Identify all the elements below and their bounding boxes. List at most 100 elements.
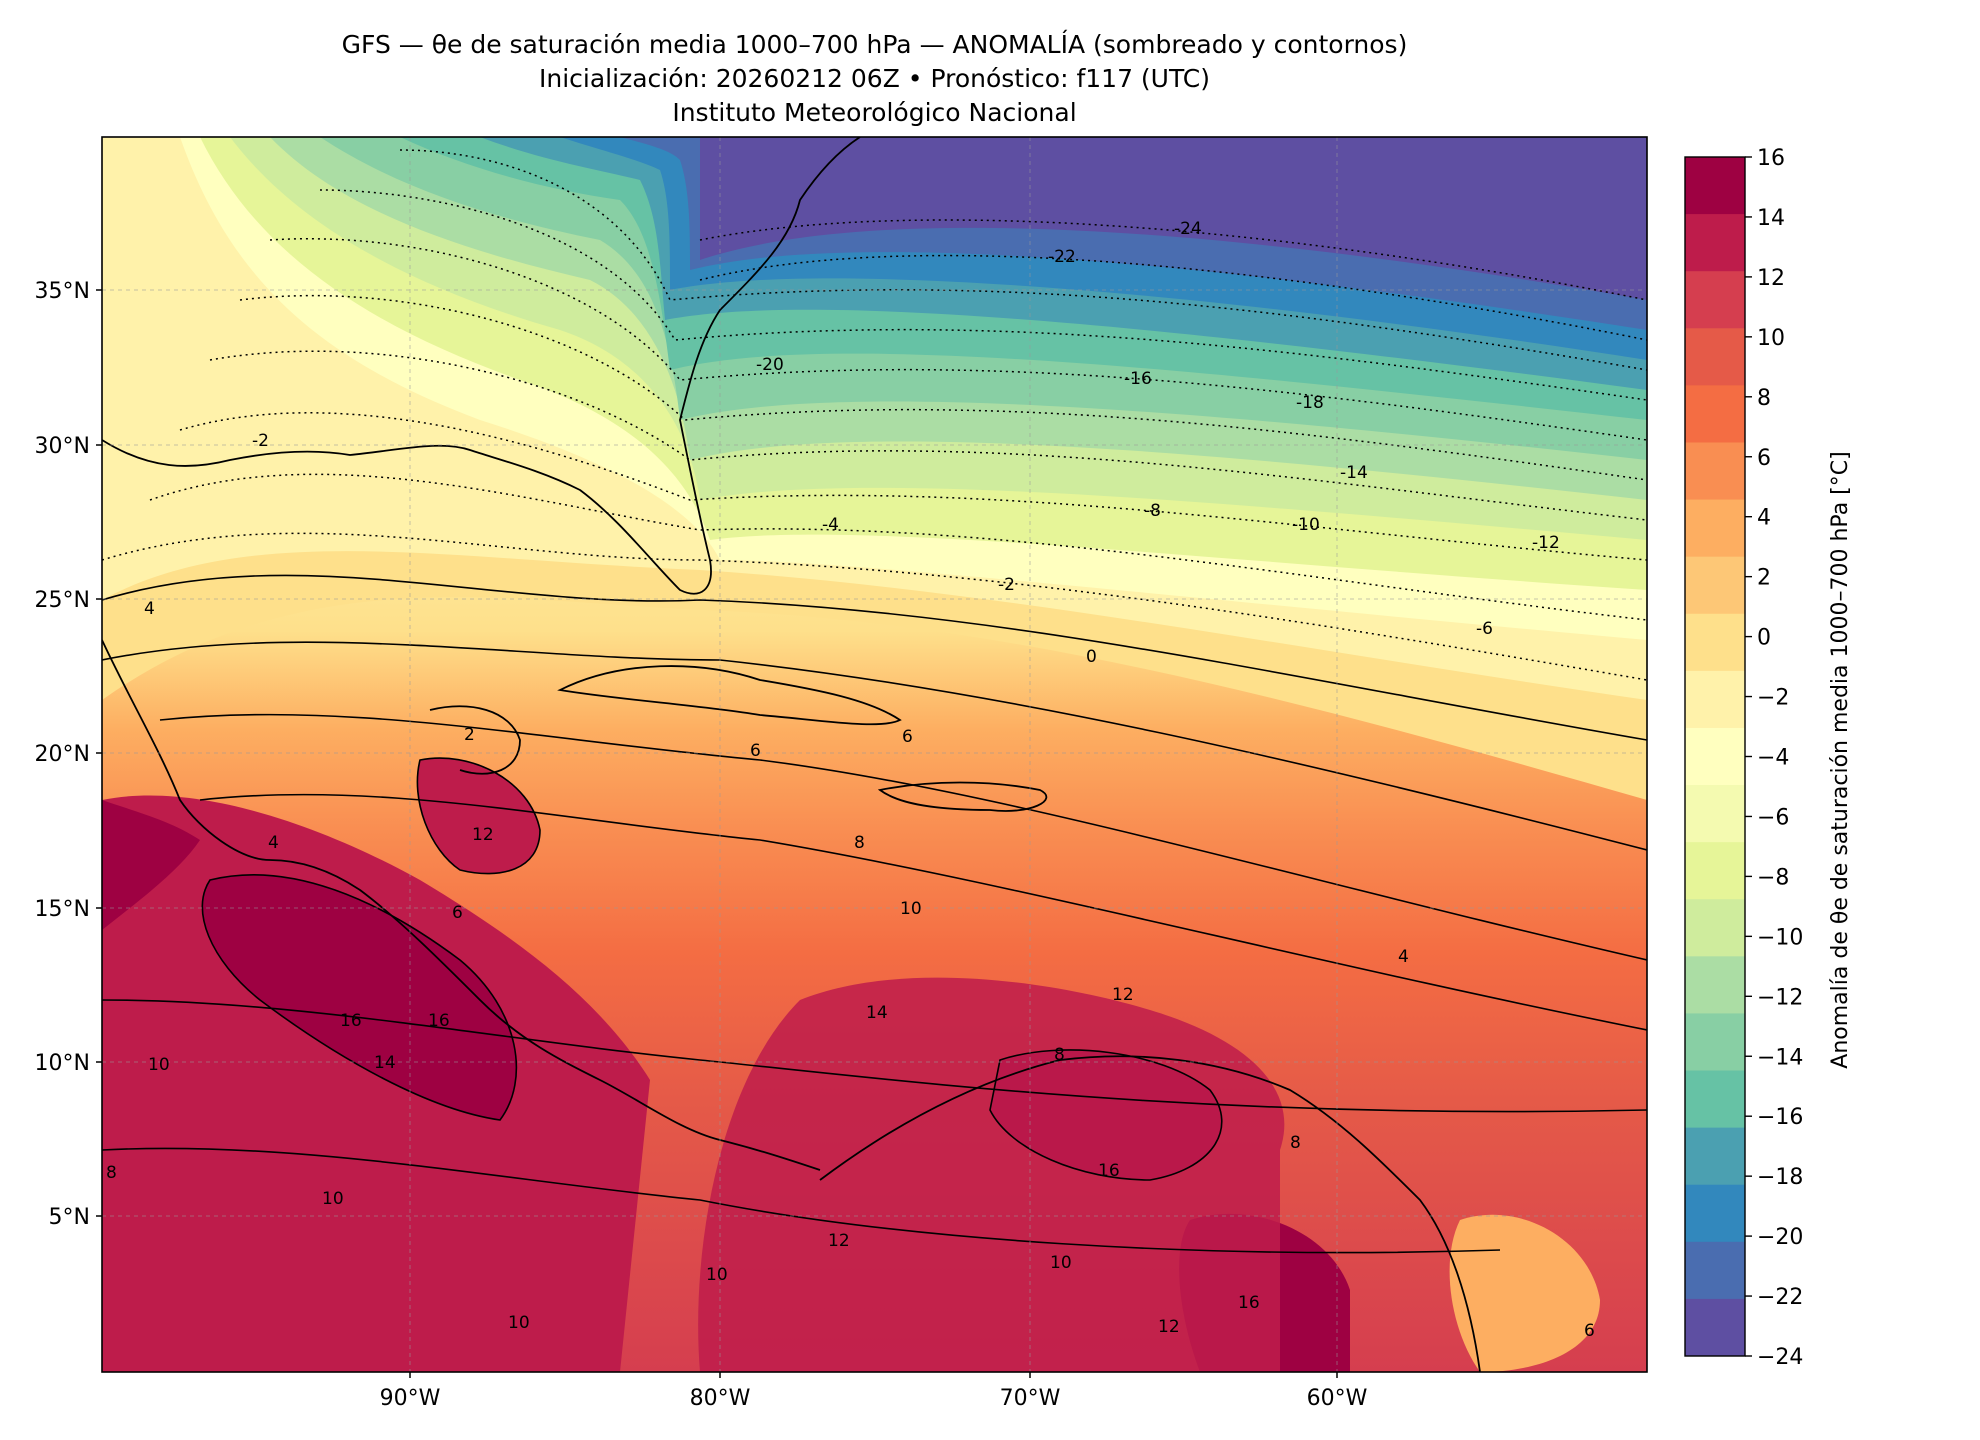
colorbar-tick-label: −12 bbox=[1757, 985, 1803, 1010]
contour-label: 14 bbox=[374, 1053, 396, 1073]
longitude-labels: 90°W 80°W 70°W 60°W bbox=[380, 1386, 1368, 1411]
map-frame bbox=[101, 136, 1648, 1373]
mexico-central-america-pacific-coast bbox=[102, 639, 821, 1171]
colorbar-tick-label: 6 bbox=[1757, 446, 1771, 471]
contour-10 bbox=[102, 1147, 1501, 1254]
lat-label: 30°N bbox=[35, 434, 90, 459]
contour-label: -2 bbox=[252, 431, 269, 451]
contour-label: 8 bbox=[1054, 1045, 1065, 1065]
colorbar-swatch bbox=[1685, 157, 1745, 215]
colorbar-swatch bbox=[1685, 613, 1745, 672]
contour-label: 14 bbox=[866, 1003, 888, 1023]
contour-label: 16 bbox=[1238, 1293, 1260, 1313]
colorbar-tick-label: 14 bbox=[1757, 206, 1785, 231]
contour-label: 10 bbox=[706, 1265, 728, 1285]
contour-label: 6 bbox=[1584, 1321, 1595, 1341]
south-america-north-coast bbox=[819, 1055, 1481, 1372]
contour-label: 10 bbox=[322, 1189, 344, 1209]
colorbar-swatch bbox=[1685, 556, 1745, 615]
contour-label: -16 bbox=[1124, 369, 1152, 389]
lat-label: 15°N bbox=[35, 897, 90, 922]
contour-label: -4 bbox=[822, 515, 839, 535]
colorbar-tick-label: −4 bbox=[1757, 746, 1789, 771]
contour-label: -24 bbox=[1174, 219, 1202, 239]
contour-label: 6 bbox=[452, 903, 463, 923]
us-gulf-atlantic-coast bbox=[102, 137, 861, 595]
colorbar-swatch bbox=[1685, 727, 1745, 786]
colorbar-swatch bbox=[1685, 499, 1745, 558]
coastlines bbox=[102, 137, 1481, 1372]
contour-label: 4 bbox=[144, 599, 155, 619]
colorbar-swatch bbox=[1685, 214, 1745, 272]
colorbar-tick-label: −22 bbox=[1757, 1285, 1803, 1310]
contour-label: 16 bbox=[1098, 1161, 1120, 1181]
colorbar: 16 14 12 10 8 6 4 2 0 −2 −4 −6 −8 −10 −12 −14 −16 −18 −20 −… bbox=[1684, 146, 1803, 1370]
contour-label: 4 bbox=[268, 833, 279, 853]
contour-12-yucatan bbox=[416, 757, 541, 875]
colorbar-swatch bbox=[1685, 271, 1745, 329]
contour-label: 8 bbox=[106, 1163, 117, 1183]
contour-label: -2 bbox=[998, 575, 1015, 595]
contour-label: 8 bbox=[1290, 1133, 1301, 1153]
colorbar-tick-label: −2 bbox=[1757, 686, 1789, 711]
lat-label: 25°N bbox=[35, 588, 90, 613]
colorbar-swatch bbox=[1685, 1184, 1745, 1243]
lon-label: 70°W bbox=[1000, 1386, 1061, 1411]
contour-0 bbox=[102, 574, 1647, 741]
negative-contours bbox=[102, 149, 1647, 681]
title-line-1: GFS — θe de saturación media 1000–700 hP… bbox=[341, 30, 1408, 59]
contour-label: -6 bbox=[1476, 619, 1493, 639]
contour-label: 16 bbox=[428, 1011, 450, 1031]
contour-label: 8 bbox=[854, 833, 865, 853]
contour-16-pacific bbox=[201, 873, 518, 1121]
lat-label: 20°N bbox=[35, 742, 90, 767]
contour-label: -8 bbox=[1144, 501, 1161, 521]
colorbar-tick-label: −16 bbox=[1757, 1105, 1803, 1130]
colorbar-tick-label: 8 bbox=[1757, 386, 1771, 411]
colorbar-swatch bbox=[1685, 956, 1745, 1014]
contour-2 bbox=[102, 641, 1647, 851]
contour-label: 4 bbox=[1398, 947, 1409, 967]
colorbar-swatch bbox=[1685, 328, 1745, 386]
lat-label: 5°N bbox=[49, 1205, 90, 1230]
colorbar-swatch bbox=[1685, 785, 1745, 843]
contour-16-venezuela bbox=[989, 1049, 1223, 1181]
colorbar-label: Anomalía de θe de saturación media 1000–… bbox=[1828, 451, 1853, 1068]
colorbar-swatch bbox=[1685, 1298, 1745, 1357]
lon-label: 80°W bbox=[690, 1386, 751, 1411]
contour-label: 10 bbox=[1050, 1253, 1072, 1273]
colorbar-swatch bbox=[1685, 899, 1745, 957]
hispaniola-island bbox=[877, 781, 1048, 812]
contour-label: -14 bbox=[1340, 463, 1368, 483]
contour-label: 12 bbox=[828, 1231, 850, 1251]
contour-8 bbox=[102, 999, 1647, 1113]
contour-label: 6 bbox=[750, 741, 761, 761]
colorbar-swatch bbox=[1685, 1070, 1745, 1129]
anomaly-contours bbox=[102, 574, 1647, 1254]
contour-label: 12 bbox=[1112, 985, 1134, 1005]
colorbar-swatch bbox=[1685, 1127, 1745, 1186]
colorbar-tick-label: 16 bbox=[1757, 146, 1785, 171]
colorbar-swatch bbox=[1685, 442, 1745, 501]
contour-label: -20 bbox=[756, 355, 784, 375]
contour-label: 12 bbox=[1158, 1317, 1180, 1337]
lon-label: 60°W bbox=[1307, 1386, 1368, 1411]
colorbar-tick-label: 10 bbox=[1757, 326, 1785, 351]
contour-4 bbox=[159, 713, 1647, 961]
colorbar-tick-label: 12 bbox=[1757, 266, 1785, 291]
contour-label: 12 bbox=[472, 825, 494, 845]
colorbar-tick-label: −20 bbox=[1757, 1225, 1803, 1250]
contour-label: 16 bbox=[340, 1011, 362, 1031]
colorbar-tick-label: 2 bbox=[1757, 566, 1771, 591]
figure-title: GFS — θe de saturación media 1000–700 hP… bbox=[102, 28, 1647, 130]
yucatan-coast bbox=[429, 705, 521, 775]
longitude-axis bbox=[409, 1372, 1338, 1378]
title-line-2: Inicialización: 20260212 06Z • Pronóstic… bbox=[539, 64, 1210, 93]
colorbar-swatch bbox=[1685, 1241, 1745, 1300]
latitude-axis bbox=[96, 289, 102, 1217]
contour-label: -10 bbox=[1292, 515, 1320, 535]
gridlines bbox=[102, 137, 1647, 1372]
title-line-3: Instituto Meteorológico Nacional bbox=[672, 98, 1077, 127]
cuba-island bbox=[557, 665, 902, 726]
